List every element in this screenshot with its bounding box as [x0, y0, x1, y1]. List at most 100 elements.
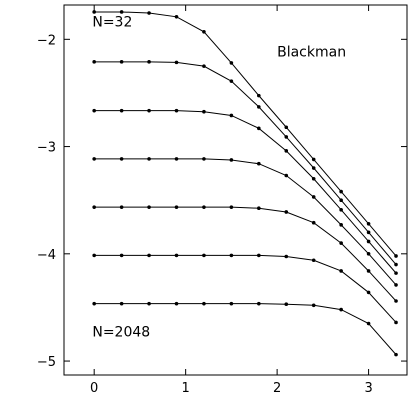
data-point [311, 176, 316, 181]
data-point [92, 157, 96, 161]
data-point [394, 271, 398, 275]
data-point [229, 79, 234, 83]
data-point [147, 157, 151, 161]
data-point [394, 299, 398, 303]
data-point [229, 158, 234, 162]
data-point [147, 11, 151, 15]
data-point [339, 208, 343, 212]
data-point [366, 230, 371, 235]
data-point [284, 302, 289, 307]
data-point [174, 108, 179, 113]
data-point [119, 10, 124, 14]
data-point [92, 205, 96, 209]
data-point [257, 93, 261, 98]
y-tick-label: −3 [37, 141, 56, 156]
data-point [366, 221, 371, 226]
data-point [229, 253, 234, 258]
data-point [339, 307, 343, 312]
data-point [284, 149, 289, 153]
data-point [202, 157, 206, 161]
series-layer [92, 10, 398, 357]
data-point [92, 253, 96, 258]
series-line [94, 11, 397, 257]
data-point [147, 205, 151, 209]
series-line [94, 206, 397, 302]
data-point [174, 14, 179, 19]
data-point [257, 301, 261, 306]
data-point [229, 61, 234, 65]
data-point [257, 253, 261, 258]
data-point [284, 125, 289, 130]
x-tick-label: 3 [364, 381, 372, 396]
data-point [257, 161, 261, 166]
data-point [202, 301, 206, 306]
series-3 [92, 108, 398, 275]
data-point [257, 126, 261, 131]
series-line [94, 61, 397, 265]
series-6 [92, 253, 398, 325]
data-point [202, 64, 206, 68]
annotation-n-max: N=2048 [92, 324, 150, 340]
series-line [94, 254, 397, 323]
data-point [366, 321, 371, 326]
data-point [394, 352, 398, 357]
x-tick-label: 1 [182, 381, 190, 396]
data-point [284, 135, 289, 139]
data-point [119, 157, 124, 161]
data-point [394, 283, 398, 287]
data-point [147, 301, 151, 306]
data-point [119, 301, 124, 306]
data-point [119, 253, 124, 258]
y-tick-label: −4 [37, 248, 56, 263]
data-point [339, 241, 343, 245]
data-point [147, 108, 151, 113]
data-point [229, 113, 234, 118]
data-point [339, 223, 343, 227]
data-point [284, 173, 289, 178]
data-point [394, 254, 398, 258]
data-point [311, 195, 316, 199]
data-point [202, 205, 206, 209]
data-point [339, 198, 343, 202]
data-point [366, 252, 371, 256]
data-point [92, 60, 96, 64]
data-point [202, 30, 206, 34]
tick-layer: 0 1 2 3 −2 −3 −4 −5 [37, 5, 407, 396]
y-tick-label: −2 [37, 33, 56, 48]
series-5 [92, 205, 398, 303]
data-point [92, 108, 96, 113]
data-point [174, 253, 179, 258]
x-tick-label: 2 [273, 381, 281, 396]
data-point [366, 290, 371, 295]
data-point [311, 220, 316, 225]
data-point [229, 301, 234, 306]
series-line [94, 158, 397, 286]
data-point [394, 320, 398, 325]
data-point [174, 60, 179, 65]
data-point [119, 108, 124, 113]
data-point [92, 10, 96, 14]
plot-frame [63, 4, 408, 376]
series-2 [92, 60, 398, 267]
data-point [202, 109, 206, 114]
annotation-n-min: N=32 [92, 14, 132, 30]
data-point [311, 303, 316, 308]
data-point [311, 258, 316, 263]
data-point [257, 206, 261, 211]
data-point [229, 205, 234, 209]
series-7 [92, 301, 398, 357]
annotation-window-name: Blackman [277, 44, 346, 60]
data-point [366, 269, 371, 273]
data-point [257, 105, 261, 109]
data-point [311, 157, 316, 162]
y-tick-label: −5 [37, 355, 56, 370]
data-point [174, 157, 179, 161]
data-point [311, 166, 316, 170]
data-point [119, 205, 124, 209]
data-point [174, 205, 179, 209]
data-point [202, 253, 206, 258]
series-line [94, 110, 397, 274]
annotation-layer: Blackman N=32 N=2048 [92, 14, 346, 340]
data-point [147, 253, 151, 258]
